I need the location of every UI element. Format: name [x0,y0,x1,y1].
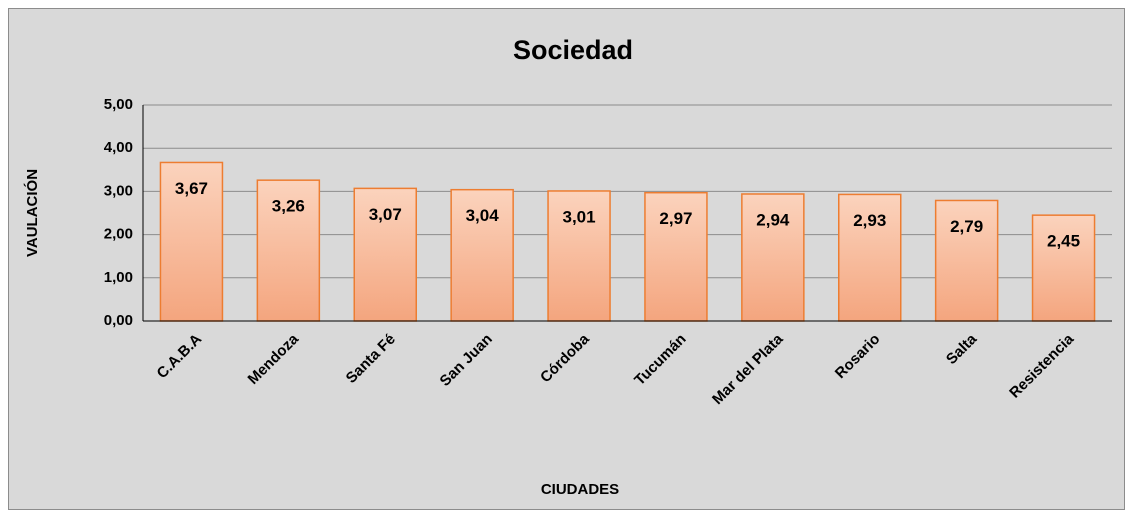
y-tick-label: 5,00 [104,96,133,113]
data-label: 3,07 [369,205,402,224]
bar [1031,214,1096,322]
data-label: 3,67 [175,179,208,198]
data-label: 2,79 [950,217,983,236]
data-label: 2,45 [1047,232,1080,251]
y-tick-label: 1,00 [104,269,133,286]
bar [838,193,902,322]
data-label: 3,26 [272,197,305,216]
y-tick-label: 0,00 [104,312,133,329]
chart-title: Sociedad [513,35,633,65]
bar [159,161,224,322]
bar [644,191,708,322]
y-tick-label: 4,00 [104,139,133,156]
x-axis-title: CIUDADES [541,481,619,498]
data-label: 3,04 [466,206,500,225]
bar [934,199,999,322]
y-axis-title: VAULACIÓN [23,169,41,257]
data-label: 2,97 [659,209,692,228]
bar [741,193,805,322]
bar [450,188,514,322]
data-label: 2,93 [853,211,886,230]
data-label: 3,01 [563,207,596,226]
bar [547,190,611,322]
y-tick-label: 2,00 [104,226,133,243]
data-label: 2,94 [756,210,790,229]
bar [353,187,417,322]
bar [256,179,321,322]
y-tick-label: 3,00 [104,182,133,199]
